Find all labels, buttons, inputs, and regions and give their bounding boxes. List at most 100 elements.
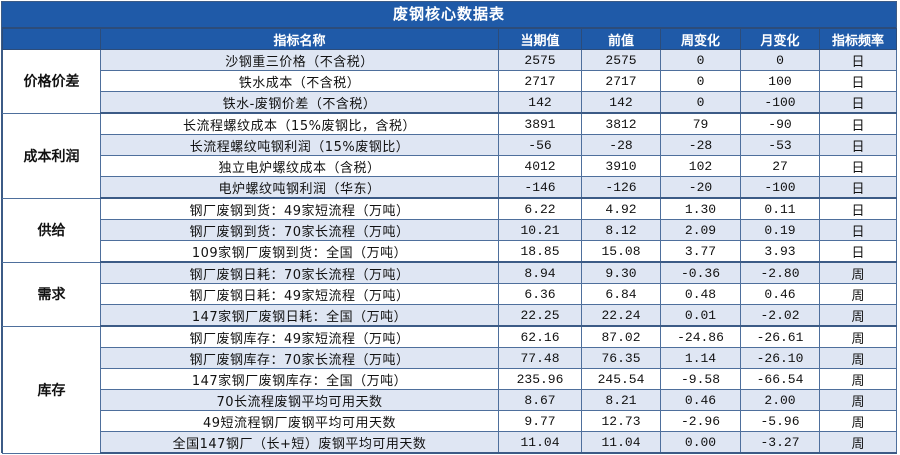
- header-weekly-change: 周变化: [660, 28, 741, 50]
- header-row: 指标名称 当期值 前值 周变化 月变化 指标频率: [2, 28, 897, 50]
- previous-value: 2575: [581, 49, 661, 71]
- indicator-name: 长流程螺纹吨钢利润（15%废钢比）: [100, 134, 499, 156]
- previous-value: 3812: [581, 112, 661, 135]
- frequency: 日: [819, 91, 897, 114]
- table-title: 废钢核心数据表: [2, 2, 896, 28]
- category-label: 需求: [2, 261, 101, 327]
- table-row: 铁水成本（不含税） 2717 2717 0 100 日: [3, 70, 897, 92]
- weekly-change: -24.86: [660, 325, 741, 348]
- previous-value: 15.08: [581, 240, 661, 263]
- weekly-change: 0.01: [660, 304, 741, 327]
- weekly-change: 102: [660, 155, 741, 177]
- current-value: 8.94: [498, 261, 582, 284]
- category-label: 供给: [2, 197, 101, 263]
- weekly-change: -9.58: [660, 368, 741, 390]
- monthly-change: -26.61: [740, 325, 820, 348]
- indicator-name: 钢厂废钢日耗：49家短流程（万吨）: [100, 283, 499, 305]
- monthly-change: 2.00: [740, 389, 820, 411]
- frequency: 日: [819, 49, 897, 71]
- frequency: 日: [819, 112, 897, 135]
- current-value: 77.48: [498, 347, 582, 369]
- current-value: 4012: [498, 155, 582, 177]
- indicator-name: 长流程螺纹成本（15%废钢比，含税）: [100, 112, 499, 135]
- weekly-change: 0: [660, 49, 741, 71]
- frequency: 日: [819, 197, 897, 220]
- indicator-name: 钢厂废钢到货：70家长流程（万吨）: [100, 219, 499, 241]
- current-value: 2575: [498, 49, 582, 71]
- previous-value: -126: [581, 176, 661, 199]
- current-value: 18.85: [498, 240, 582, 263]
- header-category: [2, 28, 101, 50]
- current-value: 22.25: [498, 304, 582, 327]
- current-value: 3891: [498, 112, 582, 135]
- monthly-change: -26.10: [740, 347, 820, 369]
- monthly-change: -3.27: [740, 431, 820, 454]
- weekly-change: 0.46: [660, 389, 741, 411]
- current-value: 10.21: [498, 219, 582, 241]
- frequency: 周: [819, 410, 897, 432]
- indicator-name: 钢厂废钢到货：49家短流程（万吨）: [100, 197, 499, 220]
- weekly-change: 0: [660, 70, 741, 92]
- category-label: 成本利润: [2, 112, 101, 199]
- current-value: 62.16: [498, 325, 582, 348]
- table-row: 全国147钢厂（长+短）废钢平均可用天数 11.04 11.04 0.00 -3.27 周: [3, 431, 897, 454]
- indicator-name: 全国147钢厂（长+短）废钢平均可用天数: [100, 431, 499, 454]
- category-label: 库存: [2, 325, 101, 454]
- monthly-change: -66.54: [740, 368, 820, 390]
- weekly-change: -20: [660, 176, 741, 199]
- weekly-change: 0: [660, 91, 741, 114]
- table-row: 独立电炉螺纹成本（含税） 4012 3910 102 27 日: [3, 155, 897, 177]
- table-row: 长流程螺纹吨钢利润（15%废钢比） -56 -28 -28 -53 日: [3, 134, 897, 156]
- monthly-change: -53: [740, 134, 820, 156]
- previous-value: 76.35: [581, 347, 661, 369]
- weekly-change: -0.36: [660, 261, 741, 284]
- monthly-change: -100: [740, 91, 820, 114]
- frequency: 日: [819, 219, 897, 241]
- frequency: 周: [819, 325, 897, 348]
- header-current-value: 当期值: [498, 28, 582, 50]
- table-row: 铁水-废钢价差（不含税） 142 142 0 -100 日: [3, 91, 897, 114]
- previous-value: -28: [581, 134, 661, 156]
- previous-value: 142: [581, 91, 661, 114]
- frequency: 周: [819, 283, 897, 305]
- table-row: 供给 钢厂废钢到货：49家短流程（万吨） 6.22 4.92 1.30 0.11 日: [2, 197, 897, 263]
- indicator-name: 钢厂废钢日耗：70家长流程（万吨）: [100, 261, 499, 284]
- weekly-change: 3.77: [660, 240, 741, 263]
- previous-value: 2717: [581, 70, 661, 92]
- table-row: 钢厂废钢到货：70家长流程（万吨） 10.21 8.12 2.09 0.19 日: [3, 219, 897, 241]
- table-row: 109家钢厂废钢到货：全国（万吨） 18.85 15.08 3.77 3.93 日: [3, 240, 897, 263]
- table-row: 钢厂废钢库存：70家长流程（万吨） 77.48 76.35 1.14 -26.10 周: [3, 347, 897, 369]
- header-frequency: 指标频率: [819, 28, 897, 50]
- weekly-change: 1.14: [660, 347, 741, 369]
- indicator-name: 铁水-废钢价差（不含税）: [100, 91, 499, 114]
- current-value: 11.04: [498, 431, 582, 454]
- frequency: 周: [819, 431, 897, 454]
- table-row: 70长流程废钢平均可用天数 8.67 8.21 0.46 2.00 周: [3, 389, 897, 411]
- table-row: 价格价差 沙钢重三价格（不含税） 2575 2575 0 0 日: [2, 49, 897, 114]
- previous-value: 8.21: [581, 389, 661, 411]
- table-row: 147家钢厂废钢日耗：全国（万吨） 22.25 22.24 0.01 -2.02 周: [3, 304, 897, 327]
- current-value: 9.77: [498, 410, 582, 432]
- indicator-name: 49短流程钢厂废钢平均可用天数: [100, 410, 499, 432]
- indicator-name: 钢厂废钢库存：49家短流程（万吨）: [100, 325, 499, 348]
- header-monthly-change: 月变化: [740, 28, 820, 50]
- weekly-change: 0.48: [660, 283, 741, 305]
- category-label: 价格价差: [2, 49, 101, 114]
- previous-value: 9.30: [581, 261, 661, 284]
- weekly-change: 0.00: [660, 431, 741, 454]
- previous-value: 12.73: [581, 410, 661, 432]
- table-body: 价格价差 沙钢重三价格（不含税） 2575 2575 0 0 日铁水成本（不含税） 2717 2…: [2, 49, 897, 454]
- indicator-name: 铁水成本（不含税）: [100, 70, 499, 92]
- frequency: 日: [819, 240, 897, 263]
- frequency: 日: [819, 155, 897, 177]
- monthly-change: -5.96: [740, 410, 820, 432]
- weekly-change: -2.96: [660, 410, 741, 432]
- frequency: 周: [819, 368, 897, 390]
- table-row: 需求 钢厂废钢日耗：70家长流程（万吨） 8.94 9.30 -0.36 -2.80 周: [2, 261, 897, 327]
- indicator-name: 109家钢厂废钢到货：全国（万吨）: [100, 240, 499, 263]
- current-value: 142: [498, 91, 582, 114]
- current-value: 2717: [498, 70, 582, 92]
- current-value: 235.96: [498, 368, 582, 390]
- table-row: 49短流程钢厂废钢平均可用天数 9.77 12.73 -2.96 -5.96 周: [3, 410, 897, 432]
